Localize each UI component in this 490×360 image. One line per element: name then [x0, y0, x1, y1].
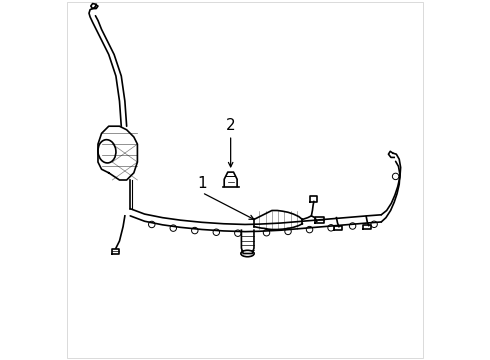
Text: 1: 1: [197, 176, 207, 191]
Text: 2: 2: [226, 118, 236, 134]
